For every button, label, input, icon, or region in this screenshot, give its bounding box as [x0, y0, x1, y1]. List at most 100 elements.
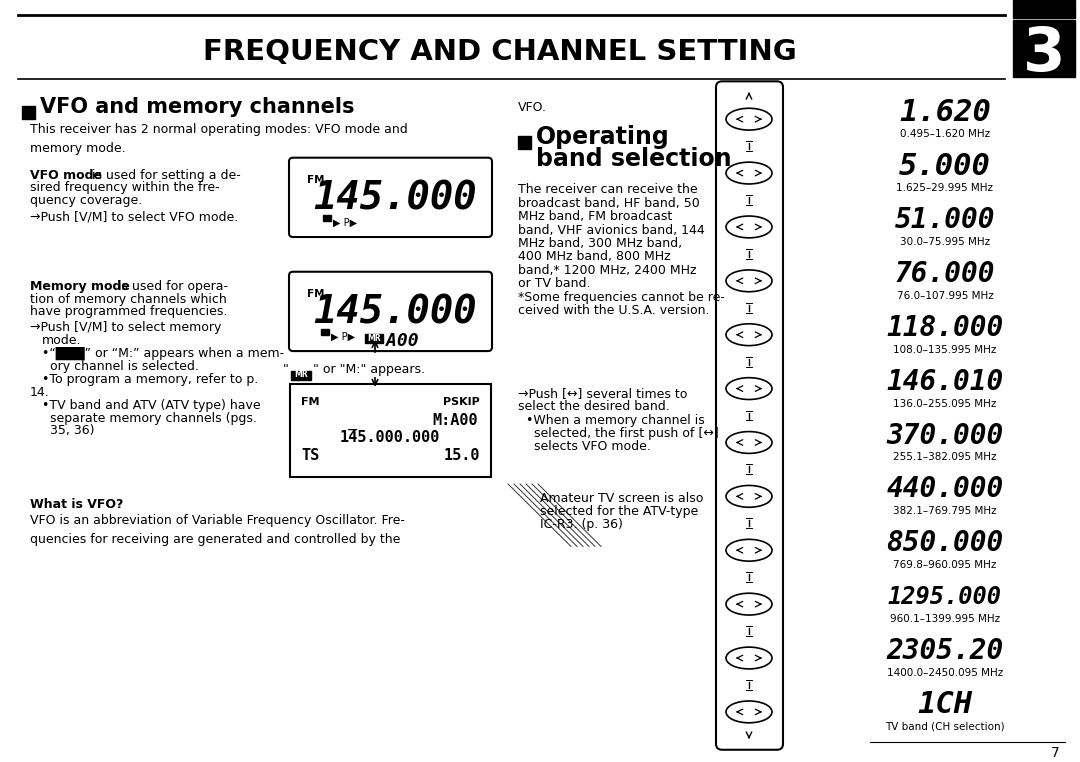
Text: 769.8–960.095 MHz: 769.8–960.095 MHz: [893, 560, 997, 570]
Text: FM: FM: [307, 174, 324, 184]
Bar: [291, 371, 311, 379]
Text: VFO and memory channels: VFO and memory channels: [40, 97, 354, 117]
Text: 2305.20: 2305.20: [887, 637, 1003, 665]
Text: separate memory channels (pgs.: separate memory channels (pgs.: [50, 411, 257, 424]
Text: 145.000.000: 145.000.000: [340, 431, 441, 446]
Bar: [1013, 0, 1075, 18]
Text: What is VFO?: What is VFO?: [30, 498, 123, 511]
Text: 15.0: 15.0: [444, 448, 480, 463]
Ellipse shape: [726, 324, 772, 346]
Ellipse shape: [726, 485, 772, 507]
Text: MR: MR: [294, 370, 308, 379]
Text: 400 MHz band, 800 MHz: 400 MHz band, 800 MHz: [518, 251, 671, 264]
Text: 3: 3: [1023, 25, 1065, 84]
Text: FREQUENCY AND CHANNEL SETTING: FREQUENCY AND CHANNEL SETTING: [203, 37, 797, 66]
Text: A00: A00: [386, 332, 419, 351]
Ellipse shape: [726, 162, 772, 184]
Text: 960.1–1399.995 MHz: 960.1–1399.995 MHz: [890, 614, 1000, 624]
Text: 1295.000: 1295.000: [888, 585, 1002, 609]
Text: →Push [V/M] to select memory: →Push [V/M] to select memory: [30, 322, 221, 335]
Text: is used for opera-: is used for opera-: [114, 280, 228, 293]
Text: 14.: 14.: [30, 386, 50, 399]
Text: ▶ P▶: ▶ P▶: [330, 332, 355, 342]
Ellipse shape: [726, 108, 772, 130]
FancyBboxPatch shape: [289, 158, 492, 237]
Text: 108.0–135.995 MHz: 108.0–135.995 MHz: [893, 344, 997, 354]
Text: IC-R3. (p. 36): IC-R3. (p. 36): [540, 517, 623, 530]
Text: 35, 36): 35, 36): [50, 424, 95, 437]
Text: ▶ P▶: ▶ P▶: [333, 218, 357, 228]
Text: _: _: [348, 415, 357, 430]
Ellipse shape: [726, 378, 772, 399]
Text: 0.495–1.620 MHz: 0.495–1.620 MHz: [900, 129, 990, 139]
Text: MHz band, FM broadcast: MHz band, FM broadcast: [518, 210, 672, 223]
Text: band, VHF avionics band, 144: band, VHF avionics band, 144: [518, 223, 705, 237]
Text: band selection: band selection: [536, 146, 731, 171]
Ellipse shape: [726, 216, 772, 238]
Text: " or "M:" appears.: " or "M:" appears.: [313, 363, 426, 376]
FancyBboxPatch shape: [291, 384, 491, 477]
Text: 136.0–255.095 MHz: 136.0–255.095 MHz: [893, 399, 997, 408]
Text: 1.625–29.995 MHz: 1.625–29.995 MHz: [896, 183, 994, 193]
Text: *Some frequencies cannot be re-: *Some frequencies cannot be re-: [518, 290, 725, 303]
Text: Operating: Operating: [536, 125, 670, 149]
Text: 255.1–382.095 MHz: 255.1–382.095 MHz: [893, 453, 997, 463]
Bar: [323, 215, 330, 221]
Bar: [513, 484, 718, 542]
Bar: [518, 136, 531, 149]
Text: 7: 7: [1051, 746, 1059, 760]
Ellipse shape: [726, 701, 772, 723]
FancyBboxPatch shape: [716, 82, 783, 750]
Text: tion of memory channels which: tion of memory channels which: [30, 293, 227, 306]
Text: →Push [V/M] to select VFO mode.: →Push [V/M] to select VFO mode.: [30, 210, 239, 223]
Text: selects VFO mode.: selects VFO mode.: [518, 440, 651, 453]
Text: broadcast band, HF band, 50: broadcast band, HF band, 50: [518, 197, 700, 210]
Text: 850.000: 850.000: [887, 530, 1003, 557]
Text: FM: FM: [301, 397, 320, 407]
Bar: [22, 106, 35, 119]
Text: 1CH: 1CH: [917, 690, 973, 719]
Text: M:A00: M:A00: [432, 412, 478, 427]
Text: This receiver has 2 normal operating modes: VFO mode and
memory mode.: This receiver has 2 normal operating mod…: [30, 123, 408, 155]
Text: 51.000: 51.000: [894, 206, 996, 234]
Ellipse shape: [726, 270, 772, 292]
Text: •When a memory channel is: •When a memory channel is: [518, 414, 705, 427]
Text: ceived with the U.S.A. version.: ceived with the U.S.A. version.: [518, 304, 710, 317]
Text: 76.0–107.995 MHz: 76.0–107.995 MHz: [896, 291, 994, 301]
Text: FM: FM: [307, 289, 324, 299]
Text: select the desired band.: select the desired band.: [518, 400, 670, 413]
Text: 1.620: 1.620: [899, 98, 991, 126]
Text: 118.000: 118.000: [887, 314, 1003, 342]
Ellipse shape: [726, 539, 772, 561]
Text: •“███” or “M:” appears when a mem-: •“███” or “M:” appears when a mem-: [42, 347, 284, 360]
Text: 76.000: 76.000: [894, 260, 996, 288]
Text: have programmed frequencies.: have programmed frequencies.: [30, 306, 228, 319]
Text: 1400.0–2450.095 MHz: 1400.0–2450.095 MHz: [887, 668, 1003, 678]
Text: •To program a memory, refer to p.: •To program a memory, refer to p.: [42, 373, 258, 386]
Bar: [1013, 20, 1075, 78]
Text: band,* 1200 MHz, 2400 MHz: band,* 1200 MHz, 2400 MHz: [518, 264, 697, 277]
Text: 146.010: 146.010: [887, 367, 1003, 395]
Text: VFO.: VFO.: [518, 101, 546, 114]
Text: The receiver can receive the: The receiver can receive the: [518, 184, 698, 197]
Text: ": ": [283, 363, 293, 376]
Text: selected for the ATV-type: selected for the ATV-type: [540, 504, 699, 518]
Text: is used for setting a de-: is used for setting a de-: [87, 168, 241, 181]
Bar: [321, 329, 329, 335]
Text: MHz band, 300 MHz band,: MHz band, 300 MHz band,: [518, 237, 683, 250]
Text: 370.000: 370.000: [887, 421, 1003, 450]
FancyBboxPatch shape: [289, 272, 492, 351]
Text: •TV band and ATV (ATV type) have: •TV band and ATV (ATV type) have: [42, 399, 260, 411]
Text: VFO mode: VFO mode: [30, 168, 102, 181]
Text: TS: TS: [301, 448, 320, 463]
Ellipse shape: [726, 647, 772, 669]
Text: Memory mode: Memory mode: [30, 280, 130, 293]
Text: →Push [↔] several times to: →Push [↔] several times to: [518, 387, 687, 400]
Text: 145.000: 145.000: [313, 293, 476, 331]
Text: 145.000: 145.000: [313, 180, 476, 217]
Text: Amateur TV screen is also: Amateur TV screen is also: [540, 492, 703, 505]
Text: PSKIP: PSKIP: [443, 397, 480, 407]
Text: 440.000: 440.000: [887, 475, 1003, 504]
Text: MR: MR: [367, 334, 381, 343]
Ellipse shape: [726, 594, 772, 615]
